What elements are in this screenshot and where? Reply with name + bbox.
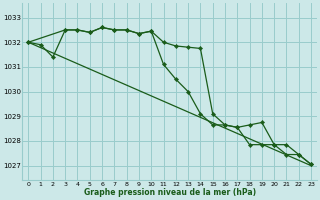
X-axis label: Graphe pression niveau de la mer (hPa): Graphe pression niveau de la mer (hPa) (84, 188, 256, 197)
